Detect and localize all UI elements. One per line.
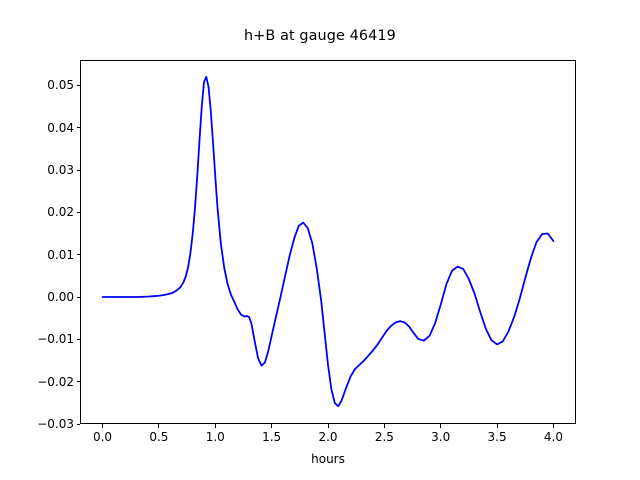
x-tick-mark — [214, 424, 216, 428]
y-tick-mark — [76, 127, 80, 129]
x-tick-label: 0.5 — [149, 430, 169, 444]
x-tick-label: 1.5 — [262, 430, 282, 444]
y-tick-mark — [76, 254, 80, 256]
y-tick-label: −0.02 — [37, 374, 74, 389]
y-tick-mark — [76, 338, 80, 340]
x-tick-mark — [271, 424, 273, 428]
y-tick-mark — [76, 169, 80, 171]
y-tick-label: 0.04 — [47, 120, 74, 135]
y-tick-label: 0.02 — [47, 205, 74, 220]
y-tick-mark — [76, 296, 80, 298]
x-tick-mark — [383, 424, 385, 428]
x-axis-label: hours — [311, 452, 345, 466]
y-tick-label: 0.01 — [47, 247, 74, 262]
y-tick-label: −0.03 — [37, 417, 74, 431]
x-tick-mark — [327, 424, 329, 428]
data-series-line — [101, 76, 555, 408]
y-tick-label: 0.03 — [47, 163, 74, 178]
x-tick-label: 3.5 — [487, 430, 507, 444]
y-tick-mark — [76, 423, 80, 425]
x-tick-mark — [102, 424, 104, 428]
y-tick-mark — [76, 211, 80, 213]
chart-title: h+B at gauge 46419 — [244, 28, 396, 44]
plot-area-frame — [80, 60, 576, 424]
x-tick-label: 1.0 — [205, 430, 225, 444]
plot-svg — [101, 76, 555, 408]
y-tick-mark — [76, 84, 80, 86]
x-tick-label: 3.0 — [431, 430, 451, 444]
x-tick-label: 0.0 — [92, 430, 113, 444]
y-tick-label: 0.00 — [47, 290, 74, 305]
x-tick-mark — [158, 424, 160, 428]
x-axis-tick-labels: 0.0 0.5 1.0 1.5 2.0 2.5 3.0 3.5 4.0 — [0, 430, 640, 450]
y-tick-label: −0.01 — [37, 332, 74, 347]
x-tick-label: 2.0 — [318, 430, 338, 444]
x-tick-mark — [440, 424, 442, 428]
x-tick-label: 2.5 — [374, 430, 394, 444]
x-tick-mark — [552, 424, 554, 428]
y-tick-mark — [76, 381, 80, 383]
y-tick-label: 0.05 — [47, 78, 74, 93]
y-axis-tick-labels: −0.03 −0.02 −0.01 0.00 0.01 0.02 0.03 0.04 0.05 — [0, 0, 74, 480]
x-tick-label: 4.0 — [543, 430, 563, 444]
x-tick-mark — [496, 424, 498, 428]
